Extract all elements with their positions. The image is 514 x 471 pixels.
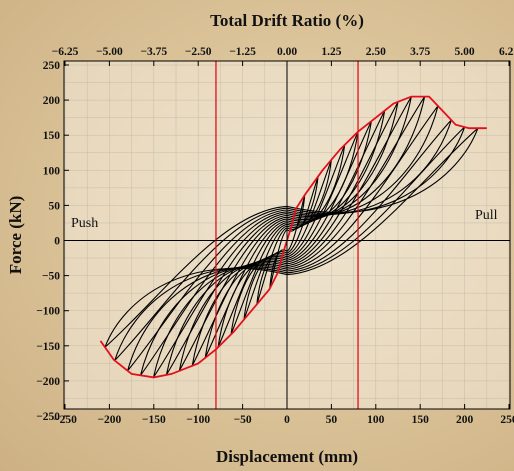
top-tick-label: −6.25	[52, 46, 79, 58]
y-tick-label: −250	[36, 411, 60, 423]
annotation-pull: Pull	[475, 208, 498, 223]
x-tick-label: 250	[500, 414, 514, 426]
x-tick-label: 0	[284, 414, 290, 426]
x-tick-label: 200	[456, 414, 474, 426]
x-tick-label: −50	[234, 414, 252, 426]
top-tick-label: 6.25	[499, 46, 514, 58]
envelope-positive	[286, 95, 487, 241]
annotation-push: Push	[71, 216, 98, 231]
x-tick-label: 100	[367, 414, 385, 426]
y-tick-label: −150	[36, 341, 60, 353]
y-tick-label: 200	[43, 95, 61, 107]
y-tick-label: 100	[43, 165, 61, 177]
y-tick-label: −50	[42, 271, 60, 283]
top-axis-title: Total Drift Ratio (%)	[210, 11, 364, 30]
y-tick-label: −100	[36, 306, 60, 318]
top-tick-label: −5.00	[96, 46, 123, 58]
top-tick-label: 0.00	[277, 46, 297, 58]
x-tick-label: −100	[186, 414, 210, 426]
tick-labels: −250 −200 −150 −100 −50 0 50 100 150 200 250 −6.25 −…	[36, 46, 514, 426]
y-tick-label: −200	[36, 376, 60, 388]
top-tick-label: −3.75	[140, 46, 167, 58]
top-tick-label: 2.50	[366, 46, 386, 58]
x-tick-label: −250	[53, 414, 77, 426]
y-tick-label: 0	[54, 236, 60, 248]
y-tick-label: 150	[43, 130, 61, 142]
top-tick-label: −1.25	[229, 46, 256, 58]
x-tick-label: −200	[97, 414, 121, 426]
y-tick-label: 250	[43, 60, 61, 72]
x-tick-label: 50	[326, 414, 338, 426]
reference-lines	[215, 61, 359, 409]
x-axis-title: Displacement (mm)	[216, 447, 358, 466]
x-tick-label: 150	[412, 414, 430, 426]
envelope-negative	[99, 240, 288, 379]
skeleton-curve	[99, 95, 487, 379]
top-tick-label: −2.50	[185, 46, 212, 58]
y-axis-title: Force (kN)	[6, 196, 25, 275]
top-tick-label: 5.00	[455, 46, 475, 58]
y-tick-label: 50	[49, 200, 61, 212]
top-tick-label: 1.25	[321, 46, 341, 58]
top-tick-label: 3.75	[410, 46, 430, 58]
x-tick-label: −150	[142, 414, 166, 426]
